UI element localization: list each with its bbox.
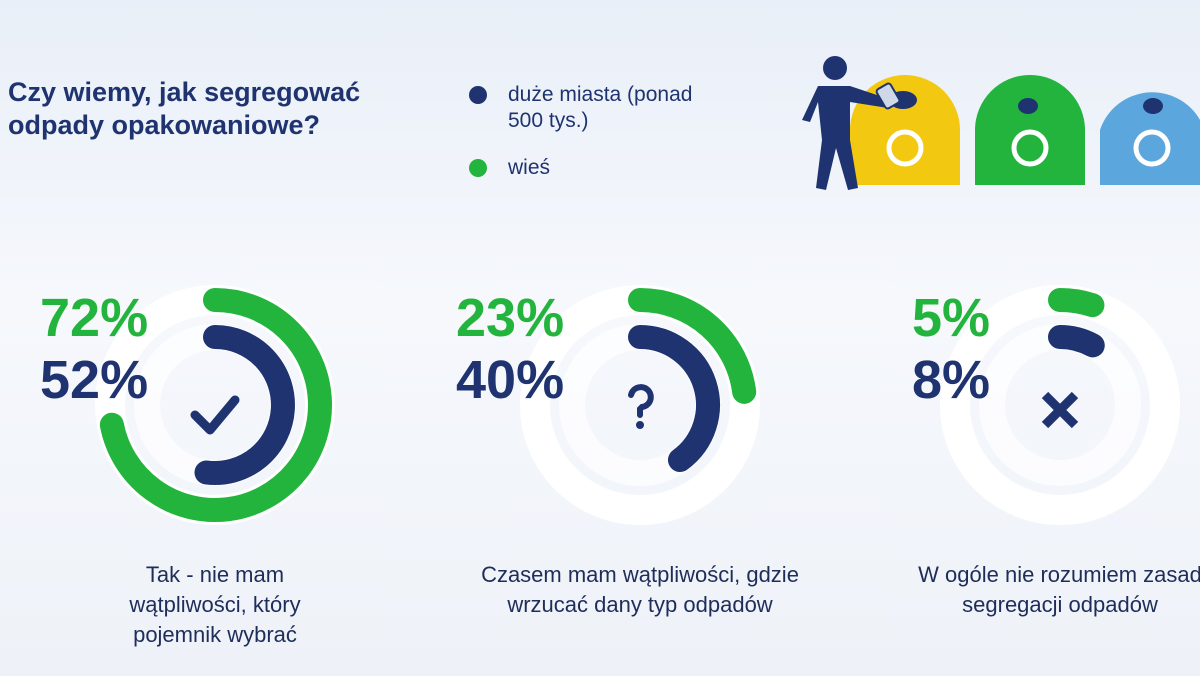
chart-title: Czy wiemy, jak segregować odpady opakowa… bbox=[8, 77, 361, 140]
category-label: Czasem mam wątpliwości, gdzie wrzucać da… bbox=[481, 562, 799, 617]
icon bbox=[628, 384, 654, 418]
value-label: 72% bbox=[40, 288, 149, 348]
value-label: 23% bbox=[456, 288, 565, 348]
arc bbox=[628, 288, 757, 404]
icon bbox=[1041, 391, 1079, 429]
icon bbox=[636, 421, 644, 429]
icon bbox=[190, 395, 240, 435]
value-label: 40% bbox=[456, 350, 565, 410]
legend-dot bbox=[469, 159, 487, 177]
legend-label: wieś bbox=[508, 156, 551, 179]
category-label: W ogóle nie rozumiem zasad segregacji od… bbox=[918, 562, 1200, 617]
category-label: Tak - nie mam wątpliwości, który pojemni… bbox=[129, 562, 301, 647]
value-label: 8% bbox=[912, 350, 991, 410]
value-label: 52% bbox=[40, 350, 149, 410]
legend-dot bbox=[469, 86, 487, 104]
value-label: 5% bbox=[912, 288, 991, 348]
arc bbox=[628, 325, 720, 472]
arc bbox=[99, 288, 332, 522]
bins-illustration bbox=[802, 56, 1200, 190]
arc bbox=[194, 325, 295, 485]
legend-label: duże miasta (ponad 500 tys.) bbox=[508, 83, 693, 132]
arc bbox=[1048, 288, 1105, 318]
arc bbox=[1048, 325, 1105, 358]
